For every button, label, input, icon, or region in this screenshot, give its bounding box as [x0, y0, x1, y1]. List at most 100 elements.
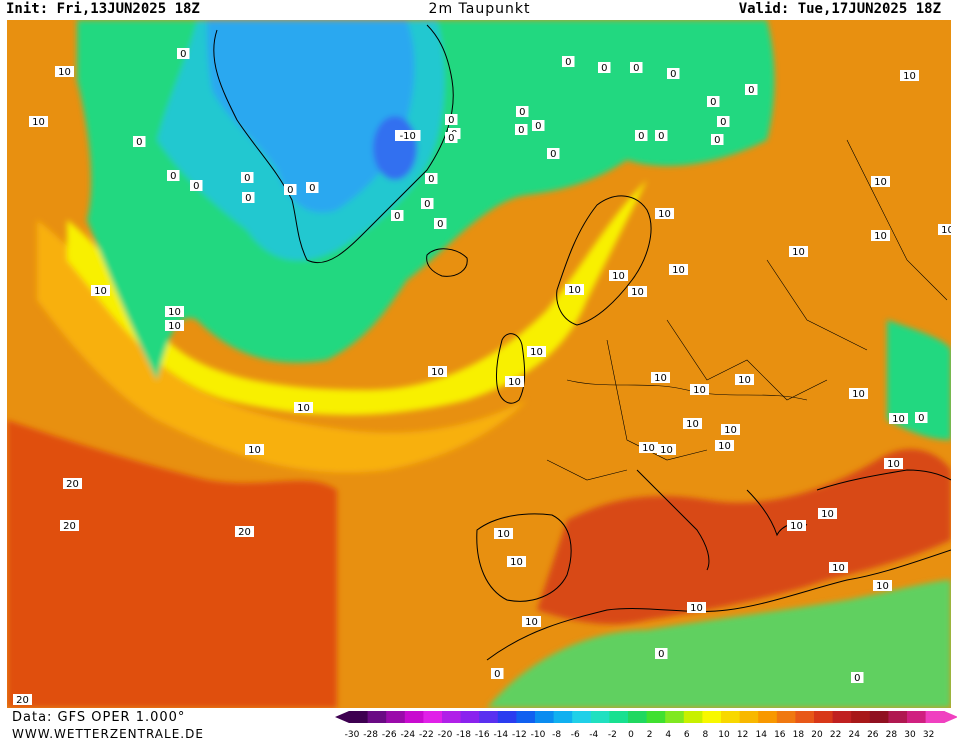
svg-text:0: 0 [519, 107, 525, 118]
contour-label: 0 [532, 120, 545, 132]
contour-label: 20 [63, 478, 82, 490]
svg-text:-10: -10 [400, 131, 416, 142]
legend-tick-label: 28 [886, 730, 898, 740]
svg-text:0: 0 [854, 673, 860, 684]
legend-swatch [349, 711, 369, 723]
svg-text:20: 20 [63, 521, 76, 532]
contour-label: 0 [391, 210, 404, 222]
britain-coast [496, 333, 526, 404]
contour-label: 0 [491, 668, 504, 680]
contour-labels: 101000000000000-100000000000000000001010… [13, 48, 951, 706]
legend-swatch [479, 711, 499, 723]
contour-label: 0 [655, 130, 668, 142]
svg-text:10: 10 [530, 347, 543, 358]
legend-tick-label: 14 [755, 730, 767, 740]
svg-text:10: 10 [658, 209, 671, 220]
svg-text:10: 10 [525, 617, 538, 628]
contour-label: 0 [445, 132, 458, 144]
contour-label: 10 [507, 556, 526, 568]
contour-label: 0 [915, 412, 928, 424]
svg-text:0: 0 [287, 185, 293, 196]
contour-label: 0 [241, 172, 254, 184]
contour-label: 10 [639, 442, 658, 454]
legend-swatch [702, 711, 722, 723]
legend-tick-label: -10 [531, 730, 546, 740]
contour-label: 10 [294, 402, 313, 414]
svg-text:0: 0 [638, 131, 644, 142]
legend-arrow-left [335, 711, 349, 723]
legend-swatch [832, 711, 852, 723]
legend-swatch [516, 711, 536, 723]
contour-label: 10 [91, 285, 110, 297]
contour-label: 10 [428, 366, 447, 378]
legend-swatch [367, 711, 387, 723]
svg-text:10: 10 [874, 177, 887, 188]
svg-text:0: 0 [428, 174, 434, 185]
border-line [846, 139, 948, 301]
border-line [566, 379, 808, 401]
legend-swatch [665, 711, 685, 723]
contour-label: 0 [177, 48, 190, 60]
contour-label: 10 [789, 246, 808, 258]
contour-label: 0 [434, 218, 447, 230]
dewpoint-map: 101000000000000-100000000000000000001010… [7, 20, 951, 708]
contour-label: 0 [425, 173, 438, 185]
legend-swatch [851, 711, 871, 723]
contour-label: 10 [884, 458, 903, 470]
contour-label: 0 [717, 116, 730, 128]
legend-tick-label: -22 [419, 730, 434, 740]
map-canvas: 101000000000000-100000000000000000001010… [7, 20, 951, 708]
legend-tick-label: 30 [904, 730, 916, 740]
iberia-coast [476, 513, 572, 602]
svg-text:10: 10 [672, 265, 685, 276]
svg-text:10: 10 [168, 321, 181, 332]
contour-label: 10 [655, 208, 674, 220]
coldest-core [373, 116, 417, 180]
legend-tick-label: 24 [848, 730, 860, 740]
svg-text:0: 0 [518, 125, 524, 136]
svg-text:0: 0 [180, 49, 186, 60]
contour-label: 0 [562, 56, 575, 68]
contour-label: 20 [13, 694, 32, 706]
border-line [666, 319, 828, 401]
svg-text:10: 10 [58, 67, 71, 78]
contour-label: 10 [55, 66, 74, 78]
legend-tick-label: 8 [703, 730, 709, 740]
contour-label: 0 [515, 124, 528, 136]
svg-text:10: 10 [738, 375, 751, 386]
blue-region-greenland [207, 20, 415, 213]
svg-text:0: 0 [714, 135, 720, 146]
svg-text:0: 0 [309, 183, 315, 194]
svg-text:10: 10 [654, 373, 667, 384]
legend-tick-label: -4 [589, 730, 598, 740]
contour-label: 0 [547, 148, 560, 160]
data-source-label: Data: GFS OPER 1.000° [12, 710, 186, 725]
contour-label: 0 [667, 68, 680, 80]
svg-text:10: 10 [431, 367, 444, 378]
svg-text:0: 0 [918, 413, 924, 424]
contour-label: 10 [494, 528, 513, 540]
legend-tick-label: 20 [811, 730, 823, 740]
scandinavia-coast [556, 195, 652, 326]
legend-arrow-right [944, 711, 957, 723]
legend-swatch [423, 711, 443, 723]
contour-label: 0 [242, 192, 255, 204]
website-label: WWW.WETTERZENTRALE.DE [12, 727, 204, 741]
svg-text:0: 0 [748, 85, 754, 96]
svg-text:10: 10 [792, 247, 805, 258]
legend-tick-label: 6 [684, 730, 690, 740]
svg-text:10: 10 [612, 271, 625, 282]
legend-swatch [869, 711, 889, 723]
svg-text:0: 0 [670, 69, 676, 80]
legend-swatch [683, 711, 703, 723]
svg-text:0: 0 [193, 181, 199, 192]
svg-text:0: 0 [424, 199, 430, 210]
turkey-coast [816, 469, 951, 491]
contour-label: 10 [29, 116, 48, 128]
border-line [766, 259, 868, 351]
svg-text:0: 0 [244, 173, 250, 184]
contour-label: 10 [651, 372, 670, 384]
header-bar: Init: Fri,13JUN2025 18Z 2m Taupunkt Vali… [0, 0, 959, 20]
contour-label: 0 [711, 134, 724, 146]
legend-tick-label: 4 [665, 730, 671, 740]
